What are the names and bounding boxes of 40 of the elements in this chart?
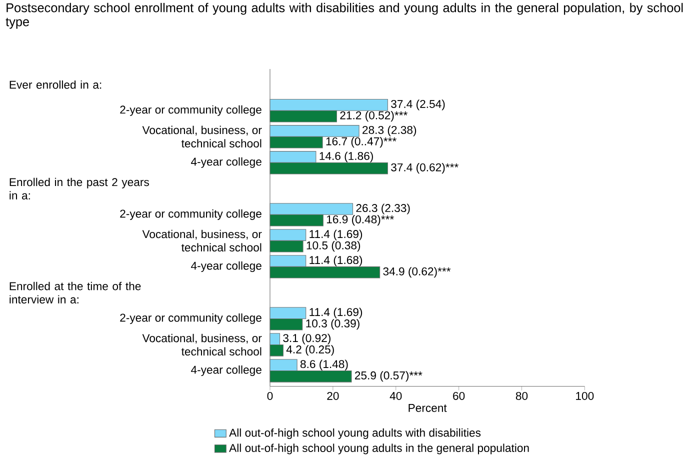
- x-tick-label: 40: [390, 392, 402, 400]
- data-label: 26.3 (2.33): [356, 204, 410, 214]
- data-label: 21.2 (0.52)***: [340, 111, 408, 122]
- data-label: 4.2 (0.25): [286, 345, 334, 356]
- data-label: 11.4 (1.68): [310, 256, 362, 266]
- x-tick-label: 20: [327, 392, 339, 400]
- x-tick-label: 0: [267, 392, 273, 400]
- data-label: 8.6 (1.48): [300, 360, 348, 370]
- data-label: 16.9 (0.48)***: [326, 215, 394, 226]
- y-tick-label: 4-year college: [191, 157, 262, 168]
- data-label: 11.4 (1.69): [310, 230, 362, 240]
- data-label: 28.3 (2.38): [362, 126, 416, 136]
- data-label: 14.6 (1.86): [320, 152, 373, 162]
- data-label: 25.9 (0.57)***: [354, 371, 422, 382]
- x-tick-label: 100: [576, 392, 594, 400]
- text: Ever enrolled in a:: [10, 80, 102, 89]
- y-tick-label: 2-year or community college: [120, 313, 262, 324]
- chart-title: Postsecondary school enrollment of young adults with disabilities and young adults in the general population, by school type: [6, 2, 683, 29]
- y-tick-label: 4-year college: [191, 261, 262, 272]
- text: Enrolled at the time of the interview in a:: [10, 282, 141, 304]
- y-tick-label: 4-year college: [191, 365, 262, 376]
- data-label: 3.1 (0.92): [283, 334, 330, 344]
- data-label: 11.4 (1.69): [310, 308, 362, 318]
- x-tick-label: 60: [453, 392, 465, 400]
- y-tick-label: 2-year or community college: [120, 105, 262, 116]
- text: Enrolled in the past 2 years in a:: [10, 178, 149, 200]
- data-label: 10.3 (0.39): [306, 319, 360, 330]
- y-tick-label: Vocational, business, or technical school: [142, 230, 262, 252]
- legend-label: All out-of-high school young adults in the general population: [229, 444, 529, 454]
- legend-label: All out-of-high school young adults with disabilities: [229, 428, 481, 439]
- x-tick-label: 80: [516, 392, 528, 400]
- y-tick-label: Vocational, business, or technical school: [142, 126, 262, 148]
- x-axis-title: Percent: [408, 404, 447, 412]
- data-label: 37.4 (2.54): [391, 100, 445, 110]
- y-tick-label: 2-year or community college: [120, 209, 262, 220]
- data-label: 34.9 (0.62)***: [383, 267, 451, 278]
- data-label: 16.7 (0..47)***: [326, 137, 396, 148]
- y-tick-label: Vocational, business, or technical school: [142, 334, 262, 356]
- data-label: 10.5 (0.38): [306, 241, 360, 252]
- data-label: 37.4 (0.62)***: [391, 163, 458, 174]
